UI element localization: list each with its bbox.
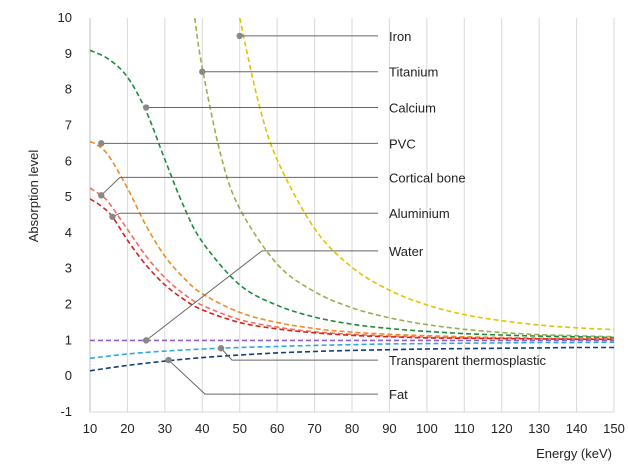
callout-marker-pvc — [98, 140, 105, 147]
series-line-cortical-bone — [90, 187, 614, 340]
x-tick-label: 130 — [528, 421, 550, 436]
callout-label-iron: Iron — [389, 29, 411, 44]
callout-line-fat — [168, 359, 378, 395]
y-tick-label: 1 — [65, 332, 72, 347]
callout-line-aluminium — [112, 212, 378, 218]
callout-marker-titanium — [199, 68, 206, 75]
callout-line-transparent-thermosplastic — [220, 347, 378, 361]
x-tick-label: 150 — [603, 421, 625, 436]
x-tick-label: 110 — [454, 421, 475, 436]
x-tick-label: 120 — [491, 421, 513, 436]
x-tick-label: 140 — [566, 421, 588, 436]
vertical-gridlines — [89, 18, 615, 412]
callout-annotations: Iron Titanium Calcium PVC Cortical bone Alumi… — [98, 29, 547, 402]
y-axis-label: Absorption level — [26, 150, 41, 243]
x-tick-label: 50 — [232, 421, 246, 436]
x-tick-label: 80 — [345, 421, 359, 436]
x-tick-label: 40 — [195, 421, 209, 436]
callout-label-transparent-thermosplastic: Transparent thermosplastic — [389, 353, 547, 368]
y-tick-label: 9 — [65, 46, 72, 61]
y-tick-label: 0 — [65, 368, 72, 383]
x-tick-label: 90 — [382, 421, 396, 436]
callout-marker-water — [142, 337, 150, 344]
series-line-aluminium — [90, 198, 614, 341]
callout-marker-fat — [165, 356, 172, 364]
x-tick-label: 60 — [270, 421, 284, 436]
callout-line-cortical-bone — [100, 176, 378, 196]
y-tick-label: 8 — [65, 82, 72, 97]
y-tick-label: 4 — [65, 225, 72, 240]
y-tick-label: 3 — [65, 261, 72, 276]
callout-label-fat: Fat — [389, 387, 408, 402]
y-tick-label: 6 — [65, 153, 72, 168]
x-tick-label: 30 — [158, 421, 172, 436]
series-line-titanium — [194, 18, 614, 338]
chart-axes — [89, 18, 614, 413]
x-tick-label: 20 — [120, 421, 134, 436]
y-tick-label: 10 — [58, 10, 72, 25]
y-tick-label: 5 — [65, 189, 72, 204]
y-tick-label: 7 — [65, 117, 72, 132]
series-curves — [90, 18, 614, 372]
callout-label-aluminium: Aluminium — [389, 206, 450, 221]
callout-label-water: Water — [389, 244, 424, 259]
x-tick-label: 10 — [83, 421, 97, 436]
x-axis-label: Energy (keV) — [536, 446, 612, 461]
callout-marker-aluminium — [109, 213, 116, 220]
callout-marker-cortical-bone — [98, 192, 105, 199]
callout-marker-calcium — [142, 104, 150, 111]
x-tick-label: 100 — [416, 421, 438, 436]
x-tick-label: 70 — [307, 421, 321, 436]
callout-marker-iron — [236, 32, 243, 40]
y-tick-label: 2 — [65, 297, 72, 312]
tick-labels: -1 0 1 2 3 4 5 6 7 8 9 10 10 20 30 40 50 60 70 80 90 100 110 12… — [58, 10, 625, 436]
callout-marker-transparent-thermosplastic — [217, 345, 225, 352]
callout-label-calcium: Calcium — [389, 101, 436, 116]
y-tick-label: -1 — [60, 404, 72, 419]
callout-label-cortical-bone: Cortical bone — [389, 170, 466, 185]
callout-label-titanium: Titanium — [389, 65, 438, 80]
callout-label-pvc: PVC — [389, 136, 416, 151]
callout-line-water — [145, 250, 378, 341]
